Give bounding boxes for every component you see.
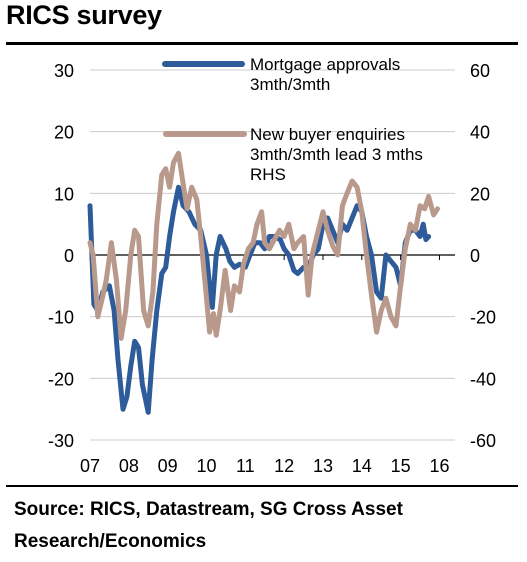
y-right-tick-label: -60	[470, 431, 496, 451]
tick-labels: 30 60 20 40 10 20 0 0 -10 -20 -20 -40 -30 -60 07 08 09 10…	[48, 61, 496, 476]
legend-label-enquiries: New buyer enquiries 3mth/3mth lead 3 mths…	[250, 125, 423, 184]
y-right-tick-label: -20	[470, 308, 496, 328]
x-tick-label: 12	[274, 456, 294, 476]
series-line-buyer-enquiries	[87, 150, 440, 341]
y-left-tick-label: 0	[64, 246, 74, 266]
x-tick-label: 16	[429, 456, 449, 476]
x-tick-label: 15	[391, 456, 411, 476]
x-tick-label: 11	[236, 456, 255, 476]
y-left-tick-label: -30	[48, 431, 74, 451]
y-left-tick-label: -20	[48, 369, 74, 389]
y-left-tick-label: -10	[48, 308, 74, 328]
source-rule	[6, 485, 518, 487]
x-tick-label: 14	[352, 456, 372, 476]
title-rule	[6, 42, 518, 45]
series	[87, 150, 440, 415]
chart-title: RICS survey	[6, 0, 162, 30]
y-left-tick-label: 10	[54, 184, 74, 204]
x-tick-label: 09	[158, 456, 178, 476]
source-note: Source: RICS, Datastream, SG Cross Asset…	[14, 499, 403, 552]
y-right-tick-label: 60	[470, 61, 490, 81]
x-tick-label: 10	[196, 456, 216, 476]
x-tick-label: 13	[313, 456, 333, 476]
y-left-tick-label: 20	[54, 123, 74, 143]
x-tick-label: 07	[80, 456, 100, 476]
axes	[89, 254, 455, 260]
legend: Mortgage approvals 3mth/3mth New buyer en…	[162, 55, 423, 184]
x-tick-label: 08	[119, 456, 139, 476]
y-right-tick-label: 0	[470, 246, 480, 266]
y-right-tick-label: 40	[470, 123, 490, 143]
chart: 30 60 20 40 10 20 0 0 -10 -20 -20 -40 -30 -60 07 08 09 10…	[48, 55, 496, 476]
y-right-tick-label: 20	[470, 184, 490, 204]
legend-label-mortgage: Mortgage approvals 3mth/3mth	[250, 55, 400, 94]
y-left-tick-label: 30	[54, 61, 74, 81]
y-right-tick-label: -40	[470, 369, 496, 389]
series-line-mortgage-approvals	[87, 184, 432, 415]
